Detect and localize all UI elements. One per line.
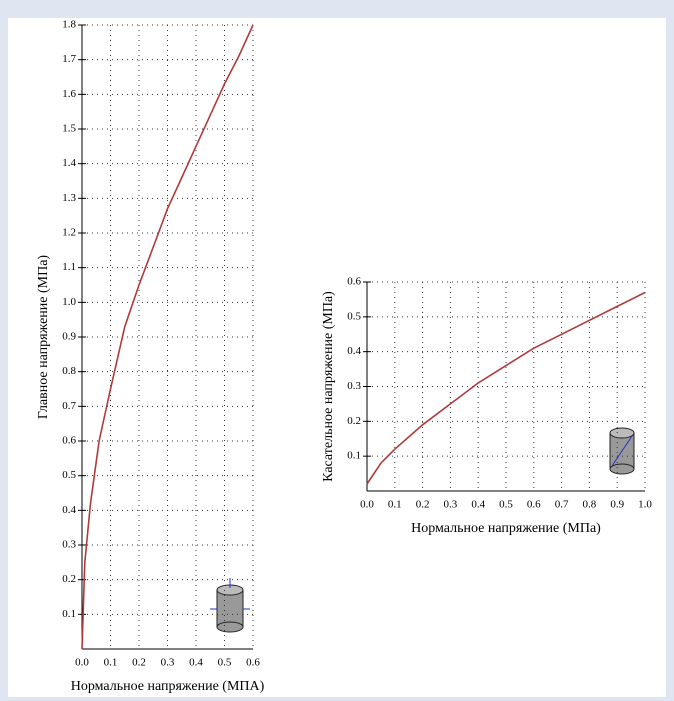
y-tick-label: 0.6 (62, 435, 76, 447)
y-tick-label: 1.4 (62, 157, 76, 169)
y-tick-label: 0.5 (347, 310, 361, 322)
icon-cylinder (609, 427, 635, 475)
x-tick-label: 0.5 (218, 657, 232, 669)
y-tick-label: 1.8 (62, 19, 76, 31)
y-tick-label: 0.3 (62, 539, 76, 551)
y-tick-label: 0.2 (347, 415, 361, 427)
y-tick-label: 1.1 (62, 261, 76, 273)
y-tick-label: 0.7 (62, 400, 76, 412)
x-axis-label: Нормальное напряжение (МПА) (71, 679, 265, 694)
y-tick-label: 1.3 (62, 192, 76, 204)
y-tick-label: 0.8 (62, 365, 76, 377)
y-tick-label: 0.5 (62, 469, 76, 481)
y-axis-label: Главное напряжение (МПа) (36, 255, 51, 420)
y-axis-label: Касательное напряжение (МПа) (321, 291, 336, 482)
y-tick-label: 0.1 (347, 450, 361, 462)
y-tick-label: 1.0 (62, 296, 76, 308)
x-tick-label: 0.8 (583, 499, 597, 511)
x-tick-label: 0.6 (246, 657, 260, 669)
x-tick-label: 0.3 (444, 499, 458, 511)
x-tick-label: 0.0 (360, 499, 374, 511)
y-tick-label: 0.1 (62, 608, 76, 620)
x-tick-label: 0.4 (189, 657, 203, 669)
y-tick-label: 0.4 (347, 345, 361, 357)
x-axis-label: Нормальное напряжение (МПа) (411, 521, 601, 536)
y-tick-label: 0.4 (62, 504, 76, 516)
x-tick-label: 0.1 (104, 657, 118, 669)
y-tick-label: 1.6 (62, 88, 76, 100)
y-tick-label: 0.2 (62, 573, 76, 585)
data-line (366, 291, 646, 485)
data-line (81, 24, 254, 650)
x-tick-label: 0.1 (388, 499, 402, 511)
y-tick-label: 0.6 (347, 276, 361, 288)
y-tick-label: 0.9 (62, 331, 76, 343)
y-tick-label: 1.7 (62, 53, 76, 65)
x-tick-label: 0.0 (75, 657, 89, 669)
y-tick-label: 1.2 (62, 227, 76, 239)
x-tick-label: 0.2 (132, 657, 146, 669)
icon-cylinder (210, 578, 250, 633)
x-tick-label: 0.7 (555, 499, 569, 511)
x-tick-label: 0.3 (161, 657, 175, 669)
x-tick-label: 1.0 (638, 499, 652, 511)
y-tick-label: 0.3 (347, 380, 361, 392)
x-tick-label: 0.4 (471, 499, 485, 511)
x-tick-label: 0.6 (527, 499, 541, 511)
x-tick-label: 0.9 (610, 499, 624, 511)
panel (8, 18, 666, 697)
x-tick-label: 0.2 (416, 499, 430, 511)
y-tick-label: 1.5 (62, 123, 76, 135)
x-tick-label: 0.5 (499, 499, 513, 511)
